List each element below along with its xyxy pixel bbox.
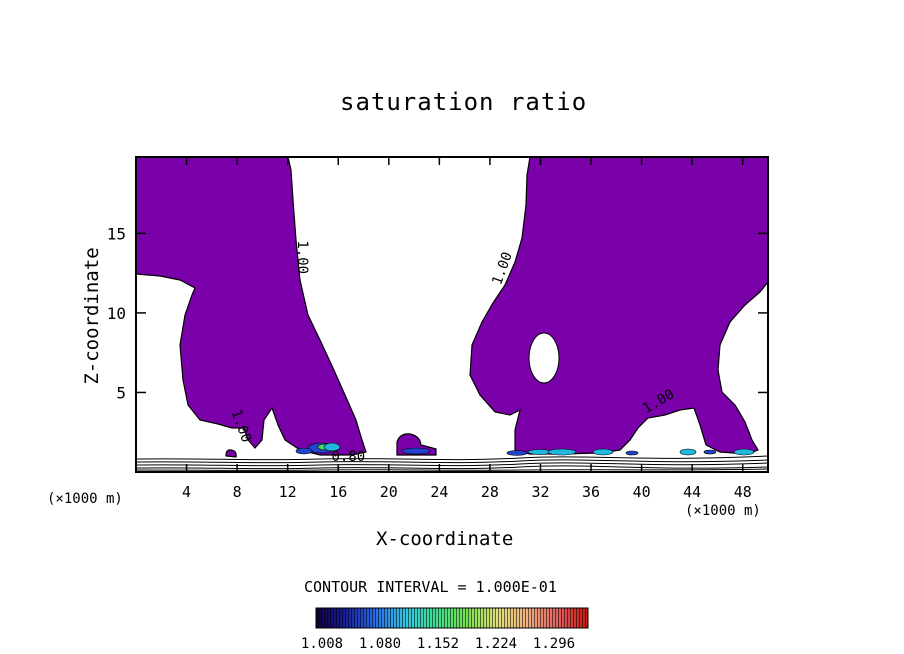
x-tick-label: 44 [683, 483, 701, 501]
colorbar-tick-label: 1.152 [417, 636, 459, 652]
y-axis-label: Z-coordinate [81, 247, 103, 385]
x-unit-right: (×1000 m) [685, 503, 761, 519]
colorbar-tick-label: 1.224 [475, 636, 517, 652]
colorbar: 1.008 1.080 1.152 1.224 1.296 [301, 607, 589, 652]
pocket-10 [625, 450, 639, 456]
pocket-9 [592, 448, 614, 456]
pocket-13 [733, 448, 755, 456]
y-tick-label: 5 [116, 383, 126, 402]
pocket-5 [401, 447, 431, 455]
colorbar-border [315, 607, 589, 629]
contour-label: 1.00 [294, 240, 310, 274]
pocket-8 [547, 448, 577, 456]
pocket-4 [295, 447, 313, 455]
plot-frame [135, 156, 769, 473]
x-tick-label: 16 [329, 483, 347, 501]
pocket-11 [679, 448, 697, 456]
purple-blob-small [225, 449, 237, 458]
purple-region-left [136, 157, 367, 456]
colorbar-stripes [316, 608, 588, 628]
unsaturated-pocket [528, 332, 560, 384]
y-ticks [136, 232, 768, 394]
x-tick-label: 28 [481, 483, 499, 501]
contour-fill-regions [136, 157, 768, 471]
pocket-6 [506, 450, 528, 456]
x-tick-label: 32 [531, 483, 549, 501]
x-tick-label: 12 [279, 483, 297, 501]
colorbar-tick-label: 1.296 [533, 636, 575, 652]
colorbar-tick-labels: 1.008 1.080 1.152 1.224 1.296 [301, 636, 575, 652]
x-tick-label: 8 [233, 483, 242, 501]
x-tick-label: 36 [582, 483, 600, 501]
chart-title: saturation ratio [340, 88, 588, 116]
y-tick-label: 10 [107, 304, 126, 323]
purple-region-right [469, 157, 768, 455]
x-tick-label: 40 [633, 483, 651, 501]
x-tick-label: 24 [430, 483, 448, 501]
y-tick-label: 15 [107, 224, 126, 243]
colorbar-tick-label: 1.008 [301, 636, 343, 652]
x-tick-labels: 4 8 12 16 20 24 28 32 36 40 44 48 [182, 483, 752, 501]
pocket-3 [323, 442, 341, 452]
x-tick-label: 20 [380, 483, 398, 501]
y-tick-labels: 5 10 15 [107, 224, 126, 402]
contour-label: 0.80 [331, 449, 365, 465]
colorbar-tick-label: 1.080 [359, 636, 401, 652]
supersaturated-pockets [295, 442, 755, 456]
x-tick-label: 4 [182, 483, 191, 501]
x-tick-label: 48 [734, 483, 752, 501]
x-ticks [185, 157, 744, 472]
pocket-12 [703, 449, 717, 455]
contour-labels: 1.00 1.001.001.000.80 [228, 240, 678, 464]
near-surface-contours [136, 455, 768, 471]
x-unit-left: (×1000 m) [47, 491, 123, 507]
contour-interval-text: CONTOUR INTERVAL = 1.000E-01 [304, 578, 557, 596]
x-axis-label: X-coordinate [376, 528, 514, 550]
